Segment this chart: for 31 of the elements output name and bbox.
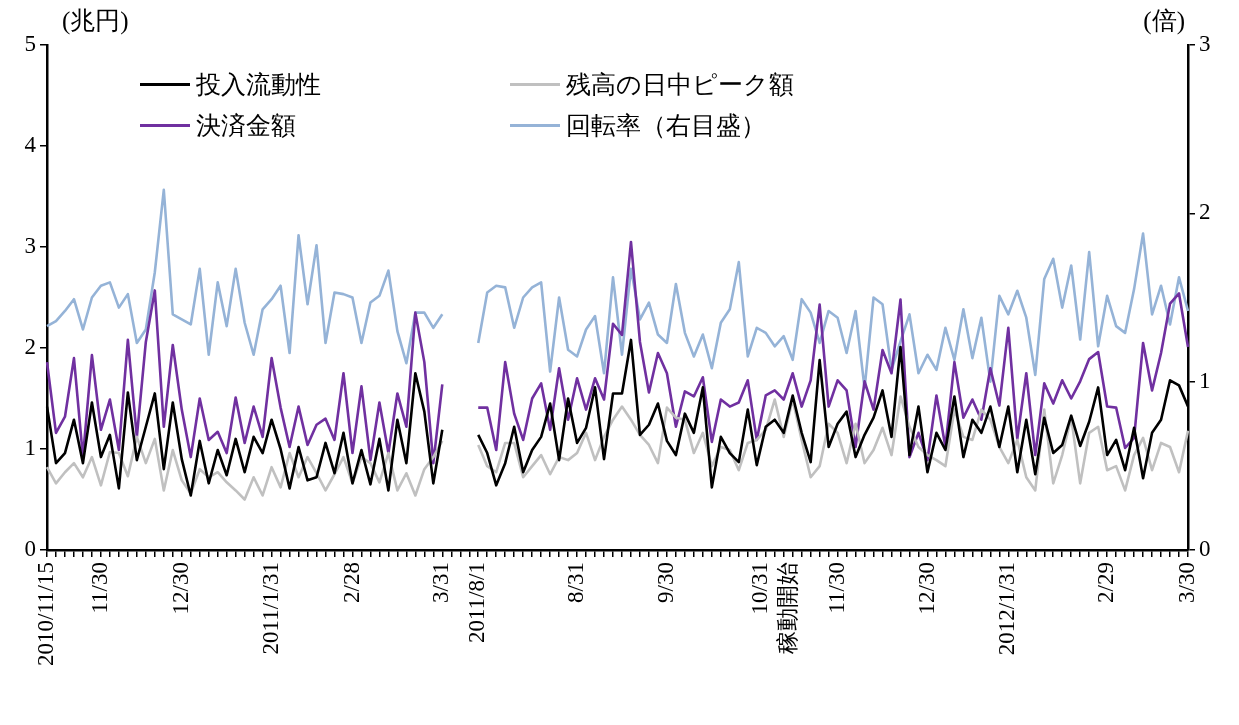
- y2-tick-label: 3: [1199, 31, 1211, 57]
- legend-label: 投入流動性: [196, 70, 321, 100]
- y2-tick-label: 0: [1199, 536, 1211, 562]
- x-tick-label: 2010/11/15: [33, 562, 59, 666]
- y-tick-label: 1: [24, 435, 36, 461]
- x-tick-label: 2/28: [338, 562, 364, 603]
- legend-label: 残高の日中ピーク額: [566, 70, 794, 100]
- y2-tick-label: 2: [1199, 199, 1211, 225]
- y2-tick-label: 1: [1199, 367, 1211, 393]
- y-tick-label: 3: [24, 233, 36, 259]
- x-tick-label: 2/29: [1093, 562, 1119, 603]
- x-tick-label: 10/31 稼動開始: [746, 562, 800, 654]
- x-tick-label: 11/30: [86, 562, 112, 614]
- x-tick-label: 2011/8/1: [464, 562, 490, 643]
- y-axis-title: (兆円): [62, 6, 129, 37]
- y2-axis-title: (倍): [1143, 6, 1185, 37]
- x-tick-label: 9/30: [652, 562, 678, 603]
- x-tick-label: 3/30: [1174, 562, 1200, 603]
- y-tick-label: 2: [24, 334, 36, 360]
- x-tick-label: 2012/1/31: [994, 562, 1020, 656]
- x-tick-label: 12/30: [167, 562, 193, 615]
- legend-label: 決済金額: [196, 111, 296, 141]
- x-tick-label: 3/31: [428, 562, 454, 603]
- x-tick-label: 8/31: [563, 562, 589, 603]
- x-tick-label: 2011/1/31: [257, 562, 283, 655]
- y-tick-label: 4: [24, 132, 37, 158]
- x-tick-label: 12/30: [913, 562, 939, 615]
- y-tick-label: 0: [24, 536, 36, 562]
- x-tick-label: 11/30: [823, 562, 849, 614]
- y-tick-label: 5: [24, 31, 36, 57]
- legend-label: 回転率（右目盛）: [566, 111, 766, 141]
